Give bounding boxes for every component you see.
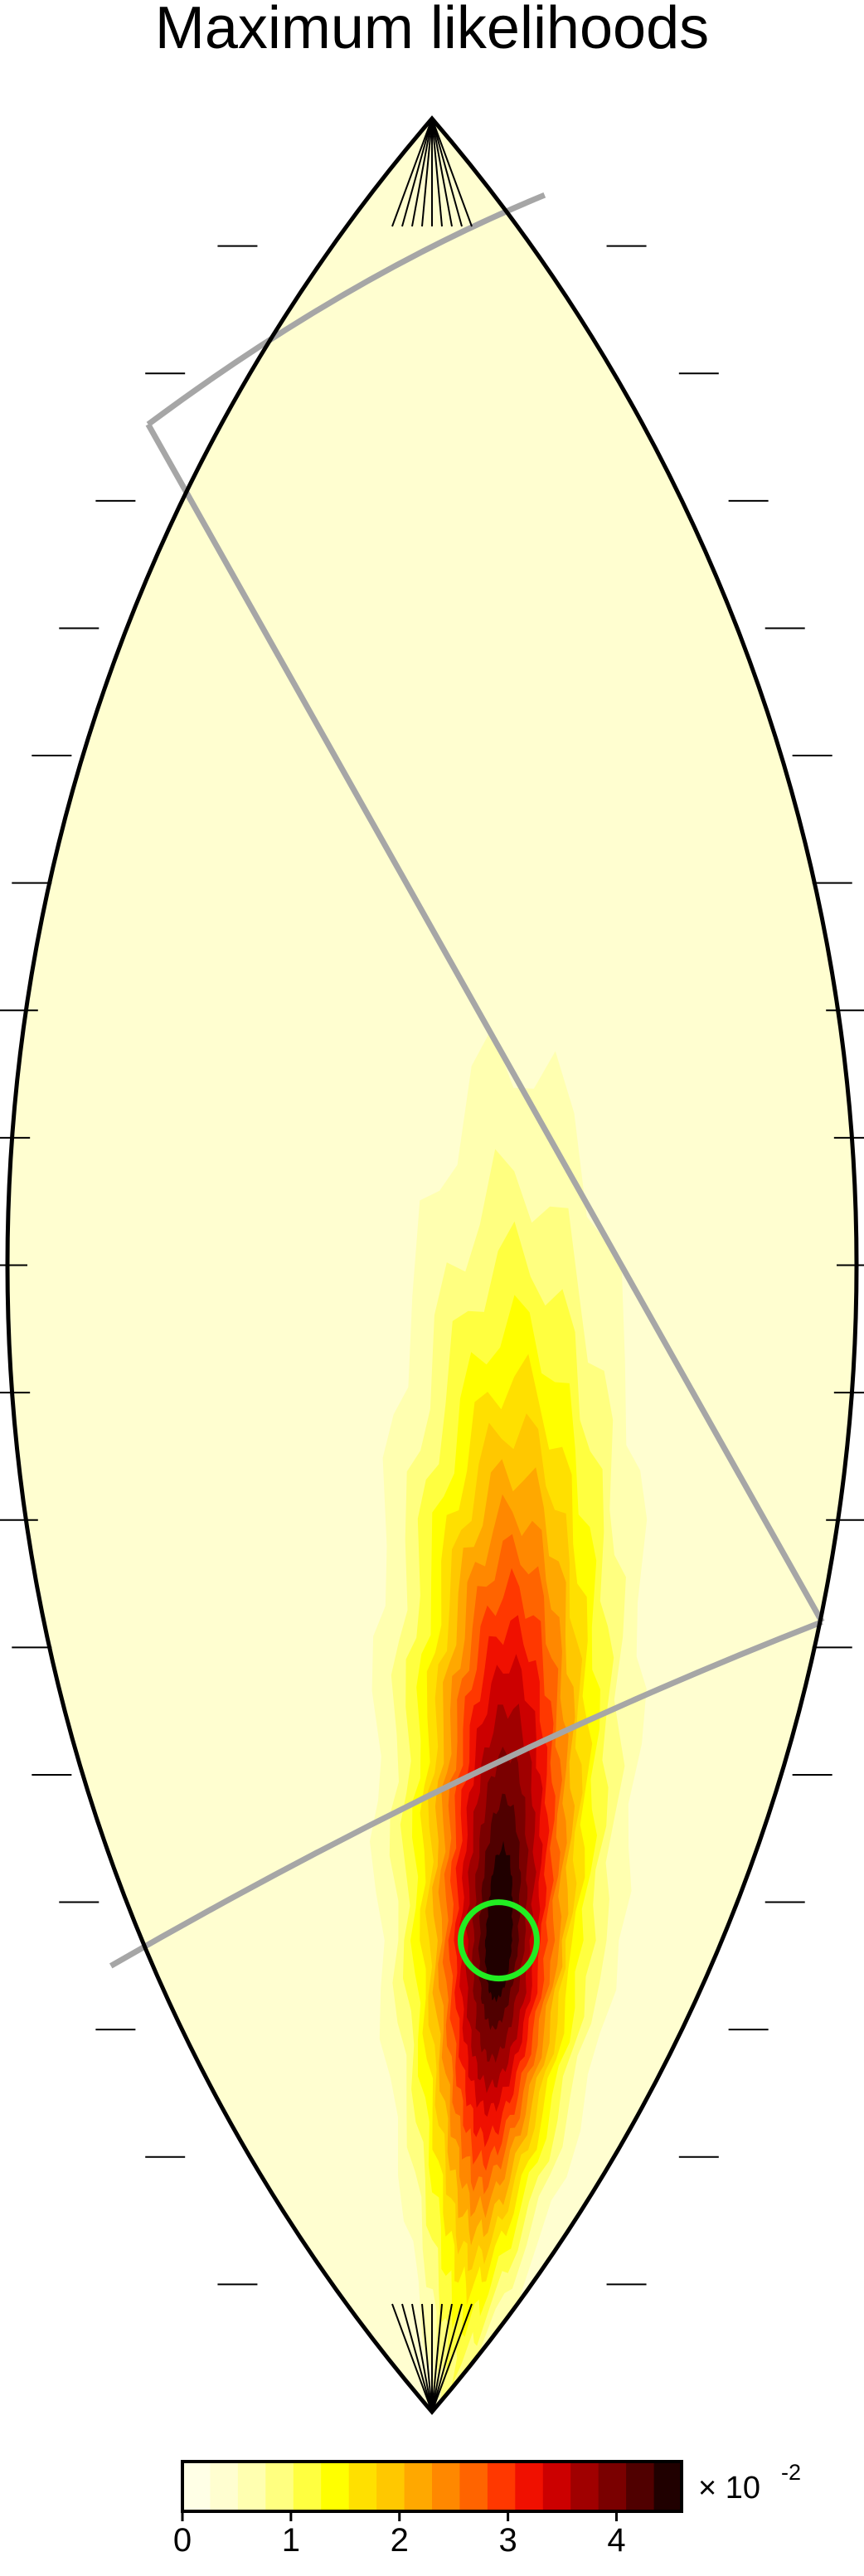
- meridian-tick: [411, 118, 433, 227]
- meridian-tick: [431, 2303, 473, 2413]
- colorbar-segment: [265, 2462, 294, 2511]
- meridian-tick: [391, 118, 433, 227]
- meridian-tick: [401, 2303, 433, 2413]
- colorbar-segment: [404, 2462, 433, 2511]
- colorbar-tick-label: 0: [173, 2522, 192, 2559]
- colorbar-segment: [321, 2462, 350, 2511]
- colorbar-segment: [293, 2462, 322, 2511]
- meridian-tick: [431, 118, 473, 227]
- meridian-tick: [431, 118, 463, 227]
- colorbar-tick-label: 1: [282, 2522, 300, 2559]
- meridian-tick: [431, 2303, 453, 2413]
- meridian-tick: [431, 118, 453, 227]
- chart-title: Maximum likelihoods: [155, 0, 709, 61]
- colorbar-frame: [181, 2460, 683, 2513]
- colorbar-segment: [570, 2462, 599, 2511]
- colorbar-tick-label: 4: [607, 2522, 625, 2559]
- colorbar-segment: [210, 2462, 239, 2511]
- meridian-tick: [421, 2303, 433, 2413]
- footprint-edge-2: [146, 192, 546, 427]
- colorbar-segment: [348, 2462, 377, 2511]
- colorbar-segment: [653, 2462, 682, 2511]
- meridian-tick: [431, 2303, 463, 2413]
- colorbar-segment: [459, 2462, 488, 2511]
- colorbar: 0 1 2 3 4 × 10 -2: [173, 2460, 801, 2559]
- colorbar-segment: [487, 2462, 516, 2511]
- footprint-edge-1: [145, 422, 825, 1624]
- maximum-marker: [457, 1899, 540, 1982]
- meridian-tick: [401, 118, 433, 227]
- likelihood-contours: [370, 1028, 648, 2399]
- colorbar-ticks: 0 1 2 3 4: [173, 2511, 626, 2559]
- pole-meridian-ticks: [391, 118, 473, 2413]
- meridian-tick: [431, 2303, 443, 2413]
- colorbar-segment: [237, 2462, 266, 2511]
- meridian-tick: [391, 2303, 433, 2413]
- meridian-tick: [421, 118, 433, 227]
- footprint-outline: [109, 192, 825, 1969]
- colorbar-multiplier-exponent: -2: [781, 2460, 801, 2485]
- colorbar-segment: [376, 2462, 405, 2511]
- colorbar-tick-label: 3: [498, 2522, 517, 2559]
- colorbar-segment: [515, 2462, 544, 2511]
- contour-level-15: [484, 1840, 513, 2003]
- meridian-tick: [411, 2303, 433, 2413]
- colorbar-segment: [432, 2462, 460, 2511]
- colorbar-segment: [182, 2462, 211, 2511]
- colorbar-segments: [182, 2462, 682, 2511]
- map-border: [5, 115, 859, 2415]
- colorbar-multiplier: × 10 -2: [698, 2460, 801, 2506]
- footprint-edge-0: [109, 1619, 823, 1969]
- colorbar-segment: [598, 2462, 627, 2511]
- colorbar-multiplier-label: × 10: [698, 2471, 760, 2506]
- colorbar-segment: [626, 2462, 655, 2511]
- heatmap-layer: [7, 119, 857, 2412]
- meridian-tick: [431, 118, 443, 227]
- colorbar-tick-label: 2: [391, 2522, 409, 2559]
- colorbar-segment: [542, 2462, 571, 2511]
